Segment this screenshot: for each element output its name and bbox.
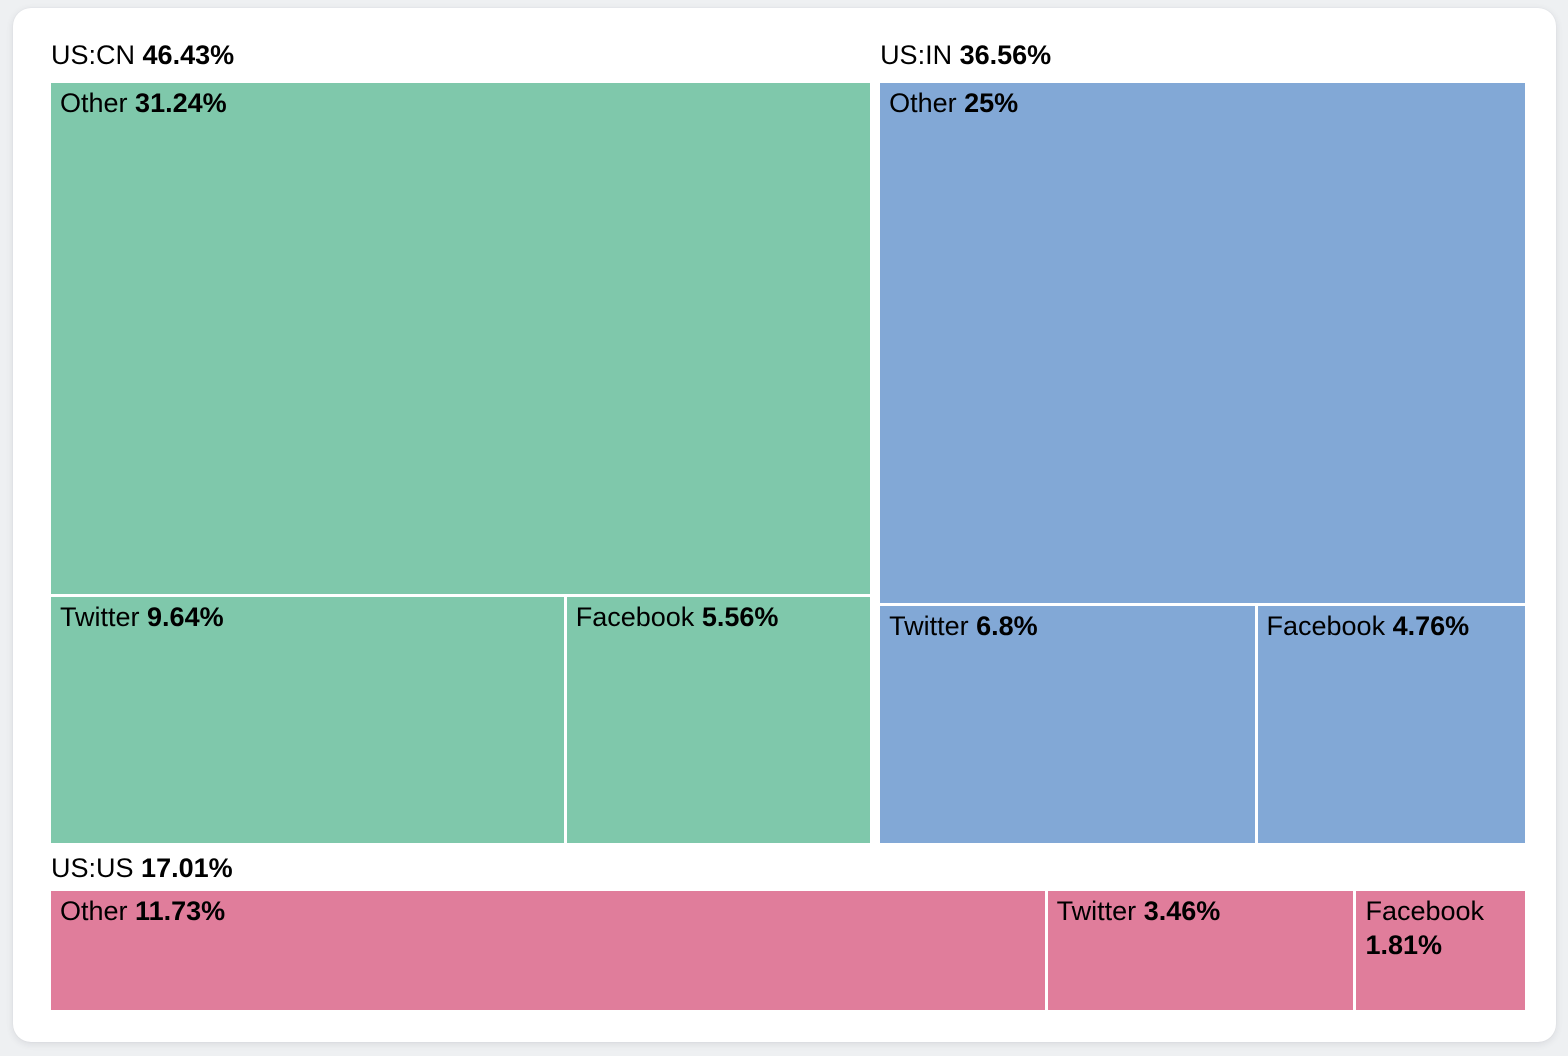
tile-us-us-other[interactable]: Other 11.73% (51, 891, 1045, 1010)
tile-percent: 11.73% (135, 896, 226, 926)
tile-name: Other (889, 88, 957, 118)
group-label: US:US (51, 853, 134, 883)
treemap-top-row: US:CN 46.43% Other 31.24% Twitter 9.64% (51, 38, 1525, 843)
tile-name: Other (60, 896, 128, 926)
group-body-us-cn: Other 31.24% Twitter 9.64% Facebook 5.56… (51, 83, 871, 843)
tile-us-in-facebook[interactable]: Facebook 4.76% (1257, 605, 1525, 843)
tile-percent: 1.81% (1365, 930, 1443, 960)
tile-us-in-other[interactable]: Other 25% (880, 83, 1525, 603)
tile-percent: 31.24% (135, 88, 227, 118)
tile-percent: 25% (964, 88, 1019, 118)
tile-us-us-facebook[interactable]: Facebook 1.81% (1356, 891, 1525, 1010)
group-body-us-us: Other 11.73% Twitter 3.46% Facebook 1.81… (51, 891, 1525, 1010)
tile-name: Twitter (1056, 896, 1137, 926)
group-us-us: US:US 17.01% Other 11.73% Twitter 3.46% … (51, 843, 1525, 1010)
group-header-us-us: US:US 17.01% (51, 851, 1525, 885)
tile-name: Facebook (1365, 896, 1485, 926)
tile-us-cn-facebook[interactable]: Facebook 5.56% (566, 597, 871, 843)
group-label: US:IN (880, 40, 953, 70)
tile-name: Facebook (575, 602, 695, 633)
tile-us-in-twitter[interactable]: Twitter 6.8% (880, 605, 1255, 843)
group-body-us-in: Other 25% Twitter 6.8% Facebook 4.76% (880, 83, 1525, 843)
group-percent: 36.56% (959, 40, 1052, 70)
tile-us-cn-twitter[interactable]: Twitter 9.64% (51, 597, 564, 843)
group-us-cn: US:CN 46.43% Other 31.24% Twitter 9.64% (51, 38, 871, 843)
group-header-us-in: US:IN 36.56% (880, 38, 1525, 72)
tile-name: Facebook (1266, 610, 1386, 641)
tile-us-cn-other[interactable]: Other 31.24% (51, 83, 871, 595)
tile-percent: 5.56% (701, 602, 779, 633)
tile-name: Other (60, 88, 128, 118)
tile-percent: 9.64% (147, 602, 224, 633)
group-percent: 46.43% (142, 40, 235, 70)
tile-row-us-in: Twitter 6.8% Facebook 4.76% (880, 605, 1525, 843)
chart-card: US:CN 46.43% Other 31.24% Twitter 9.64% (13, 8, 1556, 1042)
tile-percent: 4.76% (1392, 610, 1470, 641)
tile-percent: 3.46% (1143, 896, 1221, 926)
group-label: US:CN (51, 40, 136, 70)
tile-percent: 6.8% (976, 610, 1038, 641)
tile-us-us-twitter[interactable]: Twitter 3.46% (1047, 891, 1354, 1010)
tile-name: Twitter (889, 610, 969, 641)
tile-name: Twitter (60, 602, 140, 633)
group-header-us-cn: US:CN 46.43% (51, 38, 870, 72)
tile-row-us-cn: Twitter 9.64% Facebook 5.56% (51, 597, 871, 843)
group-percent: 17.01% (141, 853, 233, 883)
group-us-in: US:IN 36.56% Other 25% Twitter 6.8% (880, 38, 1525, 843)
